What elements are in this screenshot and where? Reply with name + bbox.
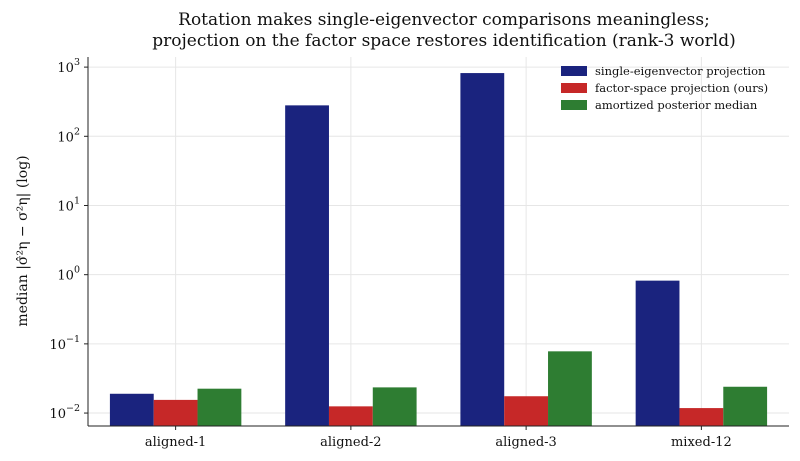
legend-label: factor-space projection (ours) bbox=[595, 81, 768, 95]
y-tick-label: 103 bbox=[57, 57, 80, 76]
chart-title-line-2: projection on the factor space restores … bbox=[152, 31, 735, 51]
bars bbox=[109, 73, 768, 427]
bar bbox=[285, 105, 329, 427]
x-tick-label: mixed-12 bbox=[671, 435, 732, 450]
y-axis-label: median |σ̂²η − σ²η| (log) bbox=[15, 155, 31, 326]
bar bbox=[504, 396, 549, 426]
legend-swatch bbox=[561, 100, 587, 110]
bar bbox=[548, 351, 592, 426]
bar bbox=[723, 386, 768, 426]
y-ticks: 10−2 10−1 100 101 102 103 bbox=[49, 57, 88, 422]
bar bbox=[153, 399, 198, 426]
bar bbox=[635, 280, 680, 426]
bar bbox=[328, 406, 373, 426]
x-tick-label: aligned-1 bbox=[145, 435, 206, 450]
legend-label: amortized posterior median bbox=[595, 98, 758, 112]
legend-label: single-eigenvector projection bbox=[595, 64, 766, 78]
y-tick-label: 102 bbox=[57, 126, 80, 145]
x-tick-label: aligned-3 bbox=[495, 435, 556, 450]
x-ticks: aligned-1 aligned-2 aligned-3 mixed-12 bbox=[145, 426, 732, 450]
bar bbox=[109, 393, 154, 426]
y-tick-label: 101 bbox=[57, 195, 80, 214]
y-tick-label: 10−2 bbox=[49, 403, 80, 422]
y-tick-label: 10−1 bbox=[49, 334, 80, 353]
y-tick-label: 100 bbox=[57, 265, 80, 284]
bar bbox=[679, 408, 724, 426]
x-tick-label: aligned-2 bbox=[320, 435, 381, 450]
bar bbox=[197, 388, 242, 426]
grid-lines bbox=[88, 57, 789, 426]
legend: single-eigenvector projection factor-spac… bbox=[561, 64, 768, 112]
legend-swatch bbox=[561, 83, 587, 93]
chart-title-line-1: Rotation makes single-eigenvector compar… bbox=[178, 10, 710, 30]
bar bbox=[460, 73, 505, 426]
bar bbox=[372, 387, 417, 426]
legend-swatch bbox=[561, 66, 587, 76]
